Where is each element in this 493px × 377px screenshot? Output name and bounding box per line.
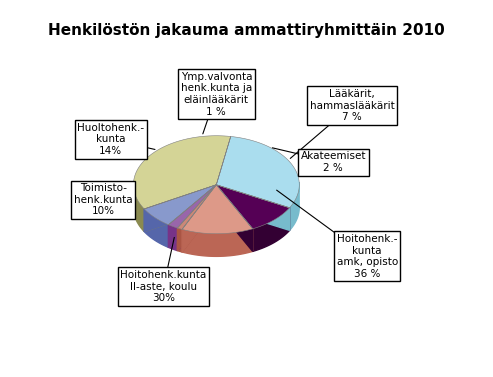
Polygon shape [144,185,216,225]
Polygon shape [144,185,216,231]
Polygon shape [289,182,299,230]
Polygon shape [134,136,231,209]
Text: Hoitohenk.-
kunta
amk, opisto
36 %: Hoitohenk.- kunta amk, opisto 36 % [337,234,398,279]
Text: Akateemiset
2 %: Akateemiset 2 % [300,151,366,173]
Polygon shape [134,182,144,231]
Polygon shape [216,185,289,229]
Polygon shape [177,185,216,251]
Polygon shape [216,136,299,208]
Polygon shape [253,208,289,251]
Text: Huoltohenk.-
kunta
14%: Huoltohenk.- kunta 14% [77,123,144,156]
Polygon shape [177,185,216,251]
Polygon shape [169,185,216,247]
Polygon shape [177,185,216,229]
Polygon shape [216,185,289,230]
Text: Henkilöstön jakauma ammattiryhmittäin 2010: Henkilöstön jakauma ammattiryhmittäin 20… [48,23,445,38]
Text: Lääkärit,
hammaslääkärit
7 %: Lääkärit, hammaslääkärit 7 % [310,89,394,122]
Text: Hoitohenk.kunta
II-aste, koulu
30%: Hoitohenk.kunta II-aste, koulu 30% [120,270,207,303]
Polygon shape [169,225,177,251]
Polygon shape [182,185,216,252]
Polygon shape [144,209,169,247]
Polygon shape [182,185,216,252]
Text: Ymp.valvonta
henk.kunta ja
eläinlääkärit
1 %: Ymp.valvonta henk.kunta ja eläinlääkärit… [180,72,252,116]
Polygon shape [216,185,253,251]
Text: Toimisto-
henk.kunta
10%: Toimisto- henk.kunta 10% [74,183,133,216]
Polygon shape [216,185,289,230]
Polygon shape [216,185,253,251]
Polygon shape [177,228,182,252]
Polygon shape [182,229,253,256]
Polygon shape [182,185,253,234]
Polygon shape [144,185,216,231]
Polygon shape [169,185,216,228]
Polygon shape [169,185,216,247]
